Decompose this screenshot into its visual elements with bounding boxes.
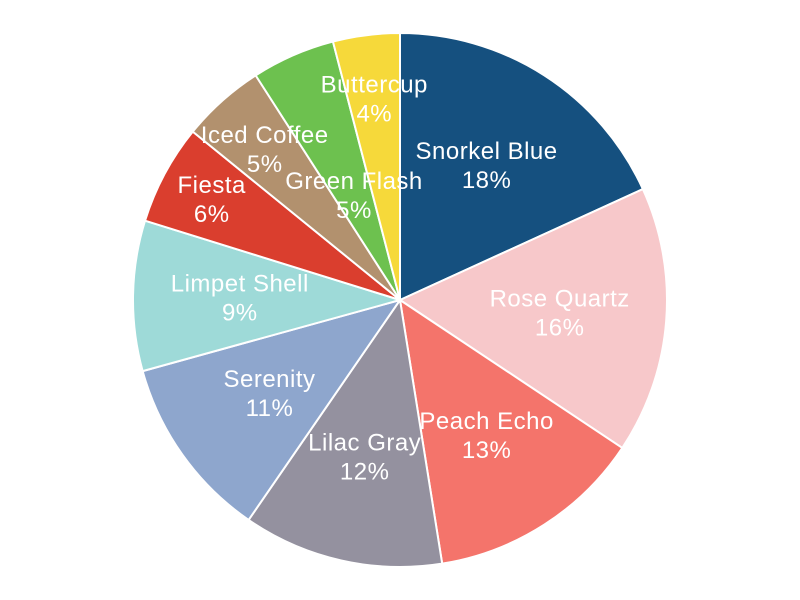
pie-label-fiesta: Fiesta 6% (178, 172, 247, 228)
pie-slice-lilac-gray (247, 299, 444, 568)
pie-label-green-flash: Green Flash 5% (285, 168, 423, 224)
pie-slice-snorkel-blue (399, 32, 644, 301)
pie-label-lilac-gray: Lilac Gray 12% (308, 429, 421, 485)
pie-slice-rose-quartz (399, 188, 668, 449)
pie-label-serenity: Serenity 11% (223, 366, 315, 422)
pie-label-buttercup: Buttercup 4% (321, 72, 428, 128)
pie-label-iced-coffee: Iced Coffee 5% (201, 122, 329, 178)
pie-label-rose-quartz: Rose Quartz 16% (490, 286, 630, 342)
pie-label-peach-echo: Peach Echo 13% (419, 408, 553, 464)
pie-slice-peach-echo (399, 299, 624, 565)
pie-slice-limpet-shell (132, 219, 401, 373)
pie-label-snorkel-blue: Snorkel Blue 18% (416, 138, 558, 194)
pie-label-limpet-shell: Limpet Shell 9% (171, 271, 309, 327)
pie-slice-buttercup (331, 32, 401, 301)
pie-slice-serenity (141, 299, 401, 521)
